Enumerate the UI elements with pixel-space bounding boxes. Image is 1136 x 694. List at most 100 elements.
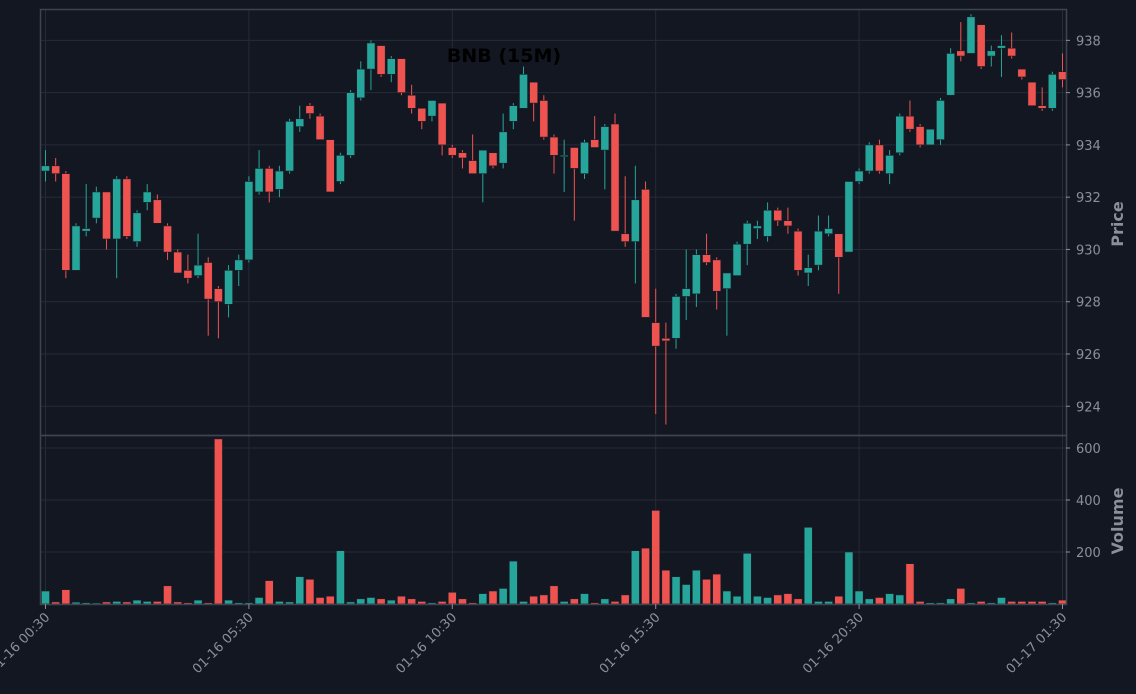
candle-body <box>325 139 335 193</box>
candle-body <box>529 81 539 104</box>
candle-body <box>214 288 223 303</box>
price-tick-label: 932 <box>1076 191 1101 206</box>
candle <box>427 100 437 122</box>
candle <box>793 228 803 276</box>
candle <box>41 150 50 182</box>
volume-bar <box>976 601 986 605</box>
volume-bar <box>803 526 813 605</box>
volume-bar <box>905 563 915 605</box>
volume-bar <box>71 601 81 605</box>
candle <box>559 139 569 192</box>
candle <box>681 249 691 321</box>
volume-bar <box>488 590 498 605</box>
candle-body <box>976 24 986 67</box>
volume-bar <box>366 597 376 605</box>
candle <box>956 22 966 62</box>
price-axis-title: Price <box>1108 201 1127 247</box>
volume-bar <box>142 601 152 605</box>
volume-bar <box>732 595 742 605</box>
volume-bar <box>1037 601 1047 605</box>
candle-body <box>41 165 50 172</box>
volume-bar <box>356 598 366 605</box>
candle <box>142 184 152 211</box>
candle-body <box>946 53 955 96</box>
candle <box>447 144 457 158</box>
volume-bar <box>580 593 589 605</box>
candle <box>753 220 762 239</box>
volume-bar <box>539 594 549 605</box>
volume-bar <box>1027 601 1037 605</box>
volume-bar <box>651 510 661 605</box>
candle-body <box>112 178 122 240</box>
candle <box>112 176 122 279</box>
candle <box>875 139 884 174</box>
volume-bar <box>102 601 111 605</box>
candle-body <box>559 155 569 157</box>
candle <box>153 194 162 224</box>
candle-body <box>814 230 823 266</box>
candle <box>997 35 1006 77</box>
candle <box>417 108 427 130</box>
candle-body <box>936 100 945 140</box>
candle-body <box>264 168 274 193</box>
candle <box>692 249 701 307</box>
candle-body <box>702 254 711 263</box>
candle <box>508 103 518 130</box>
volume-bar <box>336 550 345 605</box>
volume-tick-label: 400 <box>1076 494 1101 509</box>
candle-body <box>783 220 793 227</box>
candle-body <box>183 270 193 279</box>
volume-bar <box>671 576 681 605</box>
volume-bar <box>824 601 833 605</box>
candle <box>325 139 335 193</box>
volume-bar <box>875 597 884 605</box>
candle <box>122 176 132 239</box>
candle-body <box>437 102 447 146</box>
volume-bar <box>814 601 823 605</box>
candle <box>905 100 915 132</box>
candle-body <box>305 105 315 114</box>
candle-body <box>254 168 264 193</box>
candle-body <box>315 115 325 140</box>
candle <box>722 272 732 336</box>
volume-bar <box>844 551 854 605</box>
volume-series <box>41 438 1067 605</box>
candle-body <box>386 58 396 75</box>
candle-body <box>580 141 589 174</box>
price-tick-label: 936 <box>1076 87 1101 102</box>
candle-body <box>875 144 884 172</box>
candle <box>81 184 91 237</box>
candle-series <box>41 14 1067 425</box>
candle <box>651 288 661 415</box>
candle <box>610 113 620 232</box>
volume-bar <box>559 601 569 605</box>
candle-body <box>193 264 203 276</box>
candle <box>244 176 254 263</box>
price-tick-label: 924 <box>1076 400 1101 415</box>
candle <box>936 97 945 145</box>
candle-body <box>671 296 681 339</box>
candle-body <box>427 100 437 117</box>
volume-bar <box>458 598 467 605</box>
candle-body <box>620 233 630 242</box>
volume-bar <box>1007 601 1017 605</box>
candle-body <box>163 225 172 253</box>
volume-bar <box>376 598 386 605</box>
price-tick-label: 930 <box>1076 243 1101 258</box>
candle <box>946 48 955 96</box>
candle <box>488 152 498 169</box>
candle <box>885 150 894 185</box>
candle <box>895 113 905 156</box>
candle <box>1007 32 1017 59</box>
candle <box>183 254 193 284</box>
chart-title: BNB (15M) <box>447 45 561 67</box>
candle <box>264 165 274 203</box>
candle <box>763 202 772 242</box>
candle-body <box>915 126 925 146</box>
volume-bar <box>122 601 132 605</box>
volume-bar <box>834 595 844 605</box>
candle-body <box>610 123 620 232</box>
volume-bar <box>661 569 671 605</box>
candle-body <box>275 170 284 190</box>
